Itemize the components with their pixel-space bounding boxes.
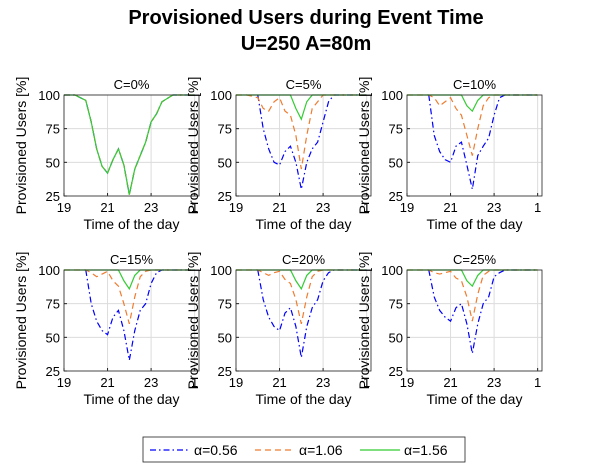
- series-line: [428, 94, 538, 190]
- x-tick-label: 23: [316, 375, 330, 390]
- x-axis-label: Time of the day: [256, 216, 352, 232]
- series-line: [257, 269, 367, 358]
- axes-frame: [235, 269, 372, 372]
- figure-subtitle: U=250 A=80m: [241, 33, 371, 55]
- y-tick-label: 100: [210, 263, 232, 278]
- series-line: [236, 94, 367, 170]
- y-axis-label: Provisioned Users [%]: [185, 252, 201, 390]
- y-axis-label: Provisioned Users [%]: [356, 77, 372, 215]
- y-axis-label: Provisioned Users [%]: [185, 77, 201, 215]
- y-tick-label: 75: [46, 297, 60, 312]
- y-tick-label: 50: [46, 155, 60, 170]
- y-tick-label: 100: [38, 263, 60, 278]
- x-axis-label: Time of the day: [427, 391, 523, 407]
- plot-area: [64, 270, 199, 371]
- x-tick-label: 19: [57, 200, 71, 215]
- legend-label: α=1.06: [299, 442, 343, 458]
- x-tick-label: 23: [487, 200, 501, 215]
- y-tick-label: 25: [218, 189, 232, 204]
- y-axis-label: Provisioned Users [%]: [13, 252, 29, 390]
- plot-area: [64, 95, 199, 196]
- y-tick-label: 100: [381, 263, 403, 278]
- x-axis-label: Time of the day: [256, 391, 352, 407]
- y-tick-label: 50: [389, 330, 403, 345]
- x-tick-label: 23: [144, 375, 158, 390]
- subplot-title: C=10%: [453, 77, 496, 92]
- x-tick-label: 19: [400, 375, 414, 390]
- x-tick-label: 21: [272, 200, 286, 215]
- x-tick-label: 1: [534, 200, 541, 215]
- x-tick-label: 21: [100, 200, 114, 215]
- x-tick-label: 21: [443, 200, 457, 215]
- series-line: [64, 94, 195, 195]
- x-axis-label: Time of the day: [84, 391, 180, 407]
- x-tick-label: 23: [487, 375, 501, 390]
- y-tick-label: 75: [389, 122, 403, 137]
- y-tick-label: 75: [218, 297, 232, 312]
- plot-area: [407, 270, 542, 371]
- x-tick-label: 21: [272, 375, 286, 390]
- x-tick-label: 23: [316, 200, 330, 215]
- y-tick-label: 25: [46, 189, 60, 204]
- y-tick-label: 50: [218, 330, 232, 345]
- x-tick-label: 1: [534, 375, 541, 390]
- y-axis-label: Provisioned Users [%]: [13, 77, 29, 215]
- y-tick-label: 25: [389, 364, 403, 379]
- plot-area: [236, 270, 371, 371]
- y-tick-label: 100: [210, 88, 232, 103]
- x-tick-label: 19: [57, 375, 71, 390]
- x-tick-label: 21: [100, 375, 114, 390]
- y-tick-label: 75: [46, 122, 60, 137]
- y-tick-label: 100: [381, 88, 403, 103]
- legend-label: α=1.56: [404, 442, 448, 458]
- y-tick-label: 75: [389, 297, 403, 312]
- x-tick-label: 21: [443, 375, 457, 390]
- x-tick-label: 1: [363, 375, 370, 390]
- y-axis-label: Provisioned Users [%]: [356, 252, 372, 390]
- axes-frame: [235, 94, 372, 197]
- x-tick-label: 19: [229, 375, 243, 390]
- legend-label: α=0.56: [194, 442, 238, 458]
- series-line: [428, 269, 538, 354]
- axes-frame: [406, 269, 543, 372]
- y-tick-label: 75: [218, 122, 232, 137]
- x-axis-label: Time of the day: [84, 216, 180, 232]
- axes-frame: [406, 94, 543, 197]
- y-tick-label: 50: [389, 155, 403, 170]
- x-axis-label: Time of the day: [427, 216, 523, 232]
- series-line: [85, 269, 195, 361]
- x-tick-label: 19: [229, 200, 243, 215]
- y-tick-label: 25: [389, 189, 403, 204]
- y-tick-label: 50: [46, 330, 60, 345]
- x-tick-label: 1: [363, 200, 370, 215]
- subplot-title: C=0%: [114, 77, 150, 92]
- subplot-title: C=20%: [282, 252, 325, 267]
- y-tick-label: 25: [46, 364, 60, 379]
- subplot-title: C=15%: [110, 252, 153, 267]
- subplot-title: C=25%: [453, 252, 496, 267]
- axes-frame: [63, 94, 200, 197]
- x-tick-label: 23: [144, 200, 158, 215]
- x-tick-label: 19: [400, 200, 414, 215]
- subplot-title: C=5%: [286, 77, 322, 92]
- y-tick-label: 50: [218, 155, 232, 170]
- y-tick-label: 100: [38, 88, 60, 103]
- y-tick-label: 25: [218, 364, 232, 379]
- x-tick-label: 1: [191, 375, 198, 390]
- x-tick-label: 1: [191, 200, 198, 215]
- axes-frame: [63, 269, 200, 372]
- figure-title: Provisioned Users during Event Time: [128, 7, 483, 29]
- legend-box: [142, 436, 466, 463]
